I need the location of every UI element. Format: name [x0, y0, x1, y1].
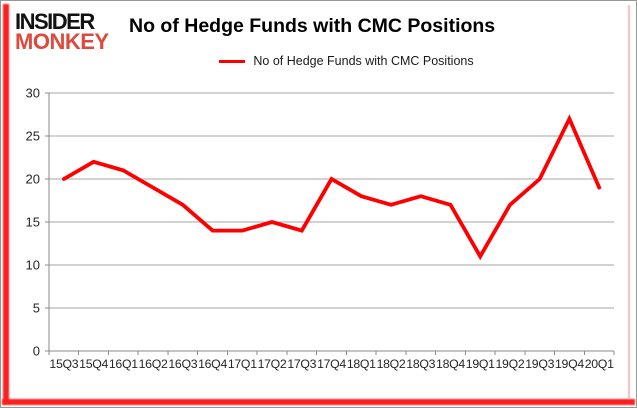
data-series-line: [62, 114, 602, 261]
x-axis-tick-label: 16Q3: [168, 357, 197, 371]
x-axis-tick-label: 18Q1: [347, 357, 376, 371]
x-axis-tick-label: 18Q2: [377, 357, 406, 371]
chart-title: No of Hedge Funds with CMC Positions: [129, 15, 496, 37]
y-axis-tick-label: 15: [26, 215, 40, 230]
legend-line-swatch: [219, 59, 246, 63]
x-axis-tick-label: 20Q1: [585, 357, 614, 371]
x-axis-tick-label: 15Q3: [49, 357, 78, 371]
line-chart: 0 5 10 15 20 25 30 15Q3 15Q4 16Q1 16Q2 16Q3 16Q4 17Q1…: [26, 86, 615, 371]
x-axis-tick-label: 17Q1: [228, 357, 257, 371]
x-axis-tick-label: 19Q4: [555, 357, 584, 371]
legend: No of Hedge Funds with CMC Positions: [57, 54, 636, 68]
x-axis-tick-label: 18Q3: [406, 357, 435, 371]
x-axis-tick-label: 16Q1: [109, 357, 138, 371]
y-axis-tick-label: 0: [33, 344, 40, 359]
x-axis-tick-label: 16Q2: [139, 357, 168, 371]
x-axis-tick-label: 16Q4: [198, 357, 227, 371]
y-axis-tick-label: 20: [26, 172, 40, 187]
y-axis-tick-label: 30: [26, 86, 40, 101]
x-axis-tick-label: 19Q1: [466, 357, 495, 371]
x-axis-tick-label: 19Q2: [496, 357, 525, 371]
y-axis-tick-label: 10: [26, 258, 40, 273]
x-axis-tick-label: 19Q3: [525, 357, 554, 371]
x-axis-tick-label: 17Q4: [317, 357, 346, 371]
x-axis-tick-label: 18Q4: [436, 357, 465, 371]
x-axis-tick-label: 17Q2: [258, 357, 287, 371]
legend-label: No of Hedge Funds with CMC Positions: [253, 54, 474, 68]
y-axis-tick-label: 25: [26, 129, 40, 144]
logo-text-insider: INSIDER: [15, 9, 95, 34]
x-axis-tick-label: 15Q4: [79, 357, 108, 371]
logo-text-monkey: MONKEY: [15, 29, 109, 54]
insider-monkey-logo: INSIDER MONKEY: [15, 11, 109, 53]
y-axis-tick-label: 5: [33, 301, 40, 316]
x-axis-tick-label: 17Q3: [287, 357, 316, 371]
